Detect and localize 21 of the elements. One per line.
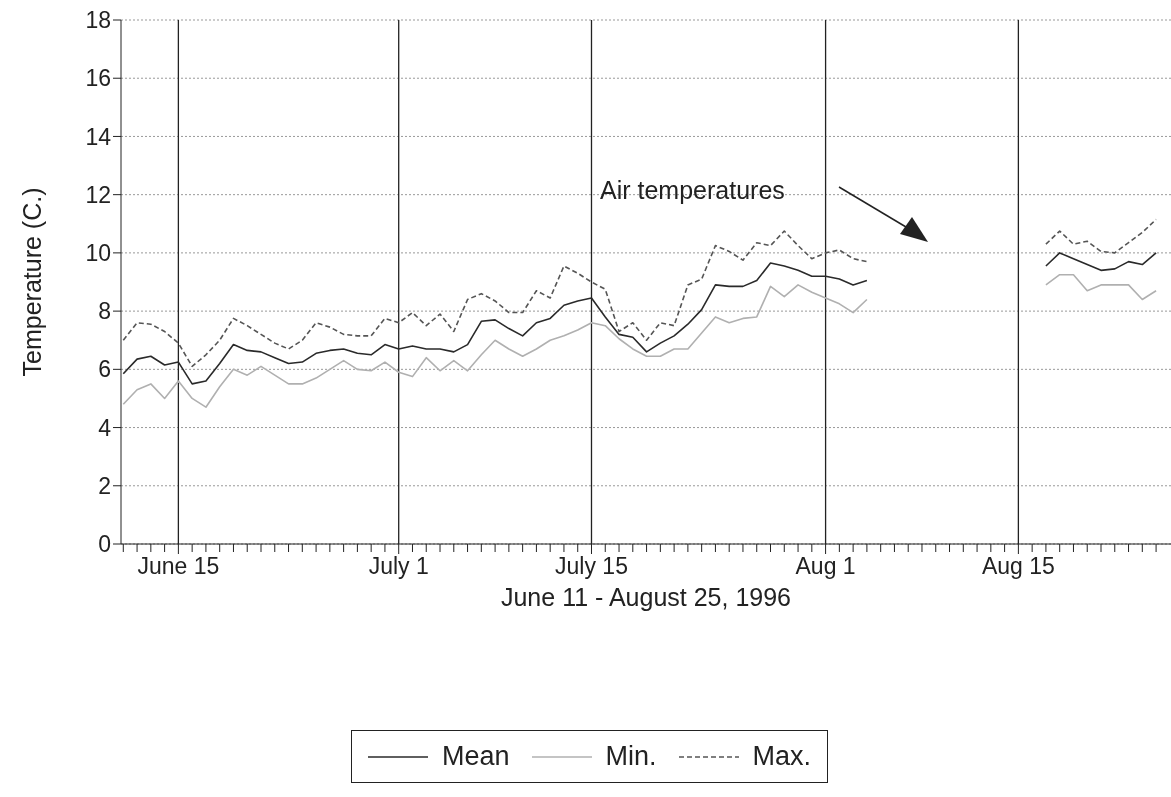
y-tick-label: 4 [98,414,112,441]
y-tick-label: 0 [98,531,111,558]
x-axis-title: June 11 - August 25, 1996 [500,583,792,611]
y-tick-label: 12 [85,181,111,208]
legend-label: Min. [605,741,657,772]
annotation: Air temperatures [600,176,785,205]
x-tick-label: Aug 15 [981,553,1055,579]
y-tick-label: 8 [98,298,111,325]
y-tick-label: 2 [98,472,111,499]
x-tick-label: Aug 1 [795,553,856,579]
x-tick-label: July 1 [368,553,429,579]
y-tick-label: 6 [98,356,111,383]
legend-label: Max. [752,741,812,772]
y-tick-label: 10 [85,240,111,267]
legend-label: Mean [441,741,510,772]
x-tick-label: June 15 [137,553,220,579]
x-tick-label: July 15 [555,553,628,579]
y-tick-label: 16 [85,65,111,92]
y-tick-label: 14 [85,123,112,150]
y-axis-title: Temperature (C.) [17,187,46,377]
y-tick-label: 18 [85,7,111,34]
